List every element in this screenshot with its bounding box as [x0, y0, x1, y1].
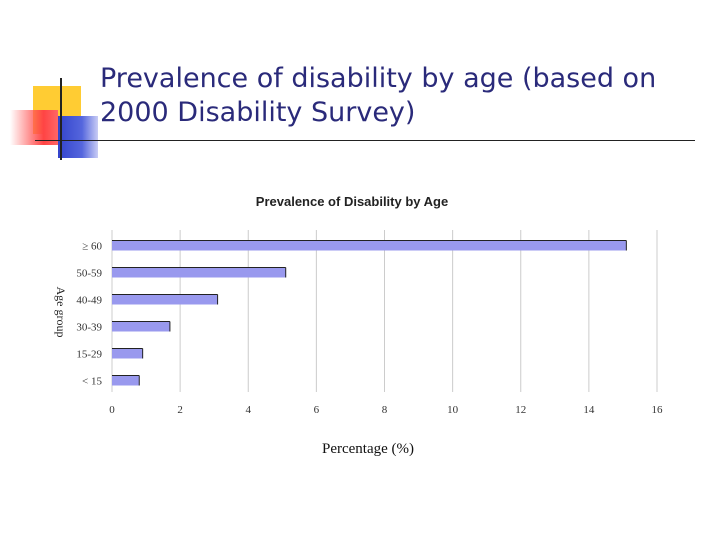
- bar: [112, 375, 140, 386]
- y-tick-labels: ≥ 60 50-59 40-49 30-39 15-29 < 15: [76, 241, 102, 388]
- bar: [112, 348, 143, 359]
- y-tick-label: 40-49: [76, 295, 102, 307]
- page-title: Prevalence of disability by age (based o…: [100, 63, 657, 128]
- bar: [112, 294, 218, 305]
- deco-vertical-line: [60, 78, 62, 160]
- y-tick-label: < 15: [82, 376, 102, 388]
- x-tick-label: 8: [382, 404, 388, 416]
- deco-red-bar: [10, 110, 58, 145]
- x-tick-labels: 0 2 4 6 8 10 12 14 16: [109, 404, 663, 416]
- x-tick-label: 14: [583, 404, 595, 416]
- x-axis-label: Percentage (%): [322, 441, 414, 457]
- deco-horizontal-line: [35, 140, 695, 141]
- y-tick-label: 15-29: [76, 349, 102, 361]
- x-tick-label: 16: [652, 404, 664, 416]
- x-tick-label: 4: [246, 404, 252, 416]
- y-tick-label: 50-59: [76, 268, 102, 280]
- y-tick-label: ≥ 60: [82, 241, 102, 253]
- bar: [112, 240, 627, 251]
- x-tick-label: 2: [177, 404, 183, 416]
- x-tick-label: 12: [515, 404, 526, 416]
- x-tick-label: 10: [447, 404, 459, 416]
- bars: [112, 240, 627, 386]
- bar: [112, 267, 286, 278]
- deco-blue-square: [58, 116, 98, 158]
- x-tick-label: 0: [109, 404, 115, 416]
- y-tick-label: 30-39: [76, 322, 102, 334]
- bar: [112, 321, 170, 332]
- y-axis-label: Age group: [54, 287, 68, 338]
- grid-lines: [111, 230, 658, 392]
- x-tick-label: 6: [314, 404, 320, 416]
- chart-title: Prevalence of Disability by Age: [256, 194, 448, 209]
